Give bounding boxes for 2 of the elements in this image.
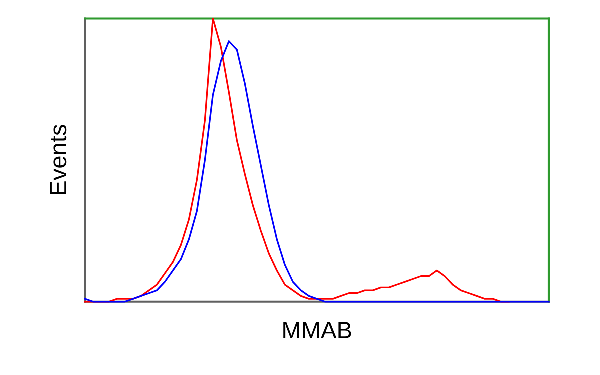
x-axis-title: MMAB [284, 322, 352, 338]
y-axis-title: Events [50, 125, 67, 194]
